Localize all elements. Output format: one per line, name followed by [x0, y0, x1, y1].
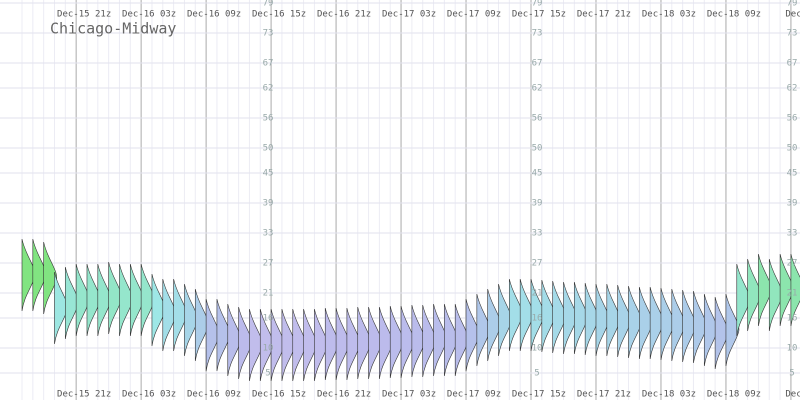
y-tick-label: 62: [532, 84, 543, 94]
y-tick-label: 33: [532, 229, 543, 239]
x-tick-label-bottom: Dec-1: [785, 390, 800, 400]
y-tick-label: 27: [787, 259, 798, 269]
x-tick-label-top: Dec-16 15z: [252, 10, 306, 20]
y-tick-label: 79: [532, 0, 543, 9]
y-tick-label: 39: [532, 199, 543, 209]
x-tick-label-bottom: Dec-17 09z: [447, 390, 501, 400]
marks: [21, 238, 800, 382]
y-tick-label: 5: [534, 369, 539, 379]
violin: [790, 253, 800, 327]
x-tick-label-bottom: Dec-16 03z: [122, 390, 176, 400]
y-tick-label: 16: [263, 314, 274, 324]
y-tick-label: 73: [787, 29, 798, 39]
x-tick-label-top: Dec-16 09z: [187, 10, 241, 20]
y-tick-label: 45: [263, 169, 274, 179]
x-tick-label-top: Dec-1: [785, 10, 800, 20]
x-tick-label-top: Dec-18 09z: [707, 10, 761, 20]
y-tick-label: 10: [787, 344, 798, 354]
x-tick-label-bottom: Dec-16 21z: [317, 390, 371, 400]
y-tick-label: 39: [263, 199, 274, 209]
y-tick-label: 56: [787, 114, 798, 124]
x-tick-label-top: Dec-17 09z: [447, 10, 501, 20]
y-tick-label: 21: [787, 289, 798, 299]
y-tick-label: 10: [532, 344, 543, 354]
x-tick-label-top: Dec-17 03z: [382, 10, 436, 20]
y-tick-label: 67: [532, 59, 543, 69]
x-tick-label-bottom: Dec-17 21z: [577, 390, 631, 400]
y-tick-label: 67: [787, 59, 798, 69]
y-tick-label: 33: [263, 229, 274, 239]
violin: [725, 293, 740, 367]
y-tick-label: 21: [532, 289, 543, 299]
x-tick-label-bottom: Dec-16 15z: [252, 390, 306, 400]
y-tick-label: 73: [532, 29, 543, 39]
x-tick-label-bottom: Dec-15 21z: [57, 390, 111, 400]
x-tick-label-bottom: Dec-18 09z: [707, 390, 761, 400]
y-tick-label: 73: [263, 29, 274, 39]
x-tick-label-top: Dec-15 21z: [57, 10, 111, 20]
y-tick-label: 21: [263, 289, 274, 299]
y-tick-label: 50: [532, 144, 543, 154]
x-tick-label-bottom: Dec-17 03z: [382, 390, 436, 400]
x-tick-label-top: Dec-16 21z: [317, 10, 371, 20]
y-tick-label: 62: [787, 84, 798, 94]
x-tick-label-top: Dec-17 15z: [512, 10, 566, 20]
y-tick-label: 33: [787, 229, 798, 239]
y-tick-label: 67: [263, 59, 274, 69]
y-tick-label: 62: [263, 84, 274, 94]
y-tick-label: 16: [787, 314, 798, 324]
y-tick-label: 79: [787, 0, 798, 9]
y-tick-label: 50: [263, 144, 274, 154]
y-tick-label: 5: [265, 369, 270, 379]
y-tick-label: 45: [532, 169, 543, 179]
y-tick-label: 79: [263, 0, 274, 9]
y-tick-label: 39: [787, 199, 798, 209]
x-tick-label-bottom: Dec-18 03z: [642, 390, 696, 400]
y-tick-label: 27: [263, 259, 274, 269]
x-tick-label-bottom: Dec-17 15z: [512, 390, 566, 400]
x-tick-label-top: Dec-18 03z: [642, 10, 696, 20]
chart-title: Chicago-Midway: [50, 20, 176, 38]
y-tick-label: 56: [532, 114, 543, 124]
y-tick-label: 50: [787, 144, 798, 154]
y-tick-label: 56: [263, 114, 274, 124]
y-tick-label: 45: [787, 169, 798, 179]
y-tick-label: 27: [532, 259, 543, 269]
labels: Dec-15 21z Dec-15 21z Dec-16 03z Dec-16 03z…: [57, 0, 800, 400]
x-tick-label-top: Dec-16 03z: [122, 10, 176, 20]
x-tick-label-top: Dec-17 21z: [577, 10, 631, 20]
y-tick-label: 16: [532, 314, 543, 324]
y-tick-label: 10: [263, 344, 274, 354]
x-tick-label-bottom: Dec-16 09z: [187, 390, 241, 400]
y-tick-label: 5: [789, 369, 794, 379]
